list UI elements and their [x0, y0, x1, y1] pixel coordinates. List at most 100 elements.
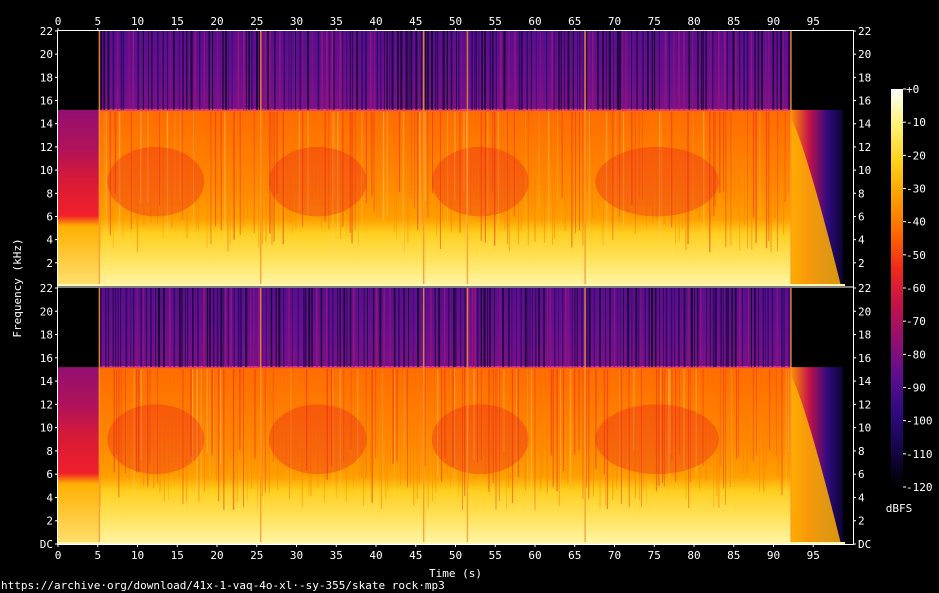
segment-high-band: [585, 31, 791, 110]
y-tick-label-right: 14: [858, 118, 872, 131]
segment-high-band: [260, 288, 424, 368]
x-tick-label-bottom: 30: [290, 549, 303, 562]
x-tick-65: 65 65: [568, 15, 581, 562]
y-tick-label-right: 18: [858, 71, 871, 84]
cutoff-edge: [260, 108, 424, 111]
y-tick-label-right: 14: [858, 375, 872, 388]
segment-body: [260, 109, 424, 287]
high-band-stripes: [424, 31, 584, 110]
body-texture: [261, 111, 421, 252]
x-tick-5: 55: [94, 15, 101, 562]
high-band-stripes: [586, 31, 790, 110]
x-tick-label-top: 45: [409, 15, 422, 28]
y-tick-label-right: 22: [858, 25, 871, 38]
x-tick-label-top: 10: [131, 15, 144, 28]
y-tick-1-12: 12 12: [40, 141, 872, 154]
x-tick-label-bottom: 80: [687, 549, 700, 562]
high-band-stripes: [424, 288, 583, 368]
channel-panel-1: [58, 31, 853, 287]
high-band-stripes: [586, 288, 790, 368]
y-tick-label-left: 20: [40, 48, 53, 61]
y-tick-label-left: DC: [40, 538, 53, 551]
segment-high-band: [260, 31, 424, 110]
segment-body: [423, 109, 586, 287]
y-tick-2-14: 14 14: [40, 375, 872, 388]
body-hot-zone: [431, 146, 529, 217]
colorbar-tick--20: -20: [903, 149, 926, 162]
body-hot-zone: [107, 146, 205, 217]
x-tick-95: 95 95: [807, 15, 820, 562]
colorbar-gradient: [891, 89, 903, 487]
body-hot-zone: [595, 146, 719, 217]
x-tick-label-bottom: 85: [727, 549, 740, 562]
y-tick-2-DC: DC DC: [40, 538, 872, 551]
y-tick-label-right: 16: [858, 352, 871, 365]
x-tick-55: 55 55: [489, 15, 502, 562]
y-tick-label-left: 8: [46, 445, 53, 458]
body-hot-zone: [431, 404, 529, 475]
y-tick-label-left: 2: [46, 515, 53, 528]
x-tick-label-top: 90: [767, 15, 780, 28]
y-tick-label-left: 12: [40, 398, 53, 411]
body-hot-zone: [268, 146, 367, 217]
y-tick-1-20: 20 20: [40, 48, 872, 61]
x-tick-label-bottom: 90: [767, 549, 780, 562]
x-tick-label-top: 70: [608, 15, 621, 28]
y-tick-label-right: 10: [858, 422, 871, 435]
colorbar-tick-label: -100: [906, 415, 933, 428]
y-tick-1-18: 18 18: [40, 71, 872, 84]
x-tick-label-top: 40: [369, 15, 382, 28]
y-tick-label-right: 8: [858, 187, 865, 200]
colorbar-tick--60: -60: [903, 282, 926, 295]
y-tick-label-left: 18: [40, 71, 53, 84]
colorbar-tick-label: -120: [906, 481, 933, 494]
spectrogram-axes: 0055101015152020252530303535404045455050…: [11, 15, 872, 580]
body-texture: [424, 369, 584, 511]
x-tick-45: 45 45: [409, 15, 422, 562]
dc-band: [58, 542, 846, 544]
y-tick-label-right: 4: [858, 491, 865, 504]
x-tick-label-top: 55: [489, 15, 502, 28]
y-tick-label-right: 18: [858, 329, 871, 342]
segment-body: [99, 109, 261, 287]
x-tick-10: 10 10: [131, 15, 144, 562]
y-tick-2-18: 18 18: [40, 329, 872, 342]
x-tick-75: 75 75: [648, 15, 661, 562]
x-tick-25: 25 25: [250, 15, 263, 562]
y-tick-1-16: 16 16: [40, 95, 872, 108]
x-tick-label-bottom: 75: [648, 549, 661, 562]
y-tick-label-right: 8: [858, 445, 865, 458]
y-tick-label-left: 22: [40, 282, 53, 295]
body-texture: [586, 369, 789, 510]
segment-high-band: [99, 31, 261, 110]
colorbar-tick-label: -50: [906, 249, 926, 262]
colorbar-tick--80: -80: [903, 348, 926, 361]
colorbar-tick--70: -70: [903, 315, 926, 328]
colorbar-tick-+0: +0: [903, 83, 919, 96]
colorbar-tick--50: -50: [903, 249, 926, 262]
colorbar-tick--110: -110: [903, 448, 933, 461]
x-tick-label-top: 50: [449, 15, 462, 28]
y-tick-label-right: 20: [858, 305, 871, 318]
colorbar-tick--40: -40: [903, 216, 926, 229]
colorbar-label: dBFS: [886, 502, 913, 515]
y-tick-label-right: 2: [858, 515, 865, 528]
x-tick-label-bottom: 40: [369, 549, 382, 562]
x-tick-label-bottom: 25: [250, 549, 263, 562]
y-tick-label-left: 10: [40, 164, 53, 177]
x-tick-label-top: 80: [687, 15, 700, 28]
x-tick-label-top: 25: [250, 15, 263, 28]
x-tick-label-bottom: 60: [528, 549, 541, 562]
segment-intro: [58, 109, 100, 287]
x-tick-label-bottom: 50: [449, 549, 462, 562]
x-tick-label-top: 0: [55, 15, 62, 28]
body-texture: [261, 369, 420, 509]
y-tick-label-right: 6: [858, 210, 865, 223]
fade-tail: [790, 376, 841, 544]
x-tick-50: 50 50: [449, 15, 462, 562]
